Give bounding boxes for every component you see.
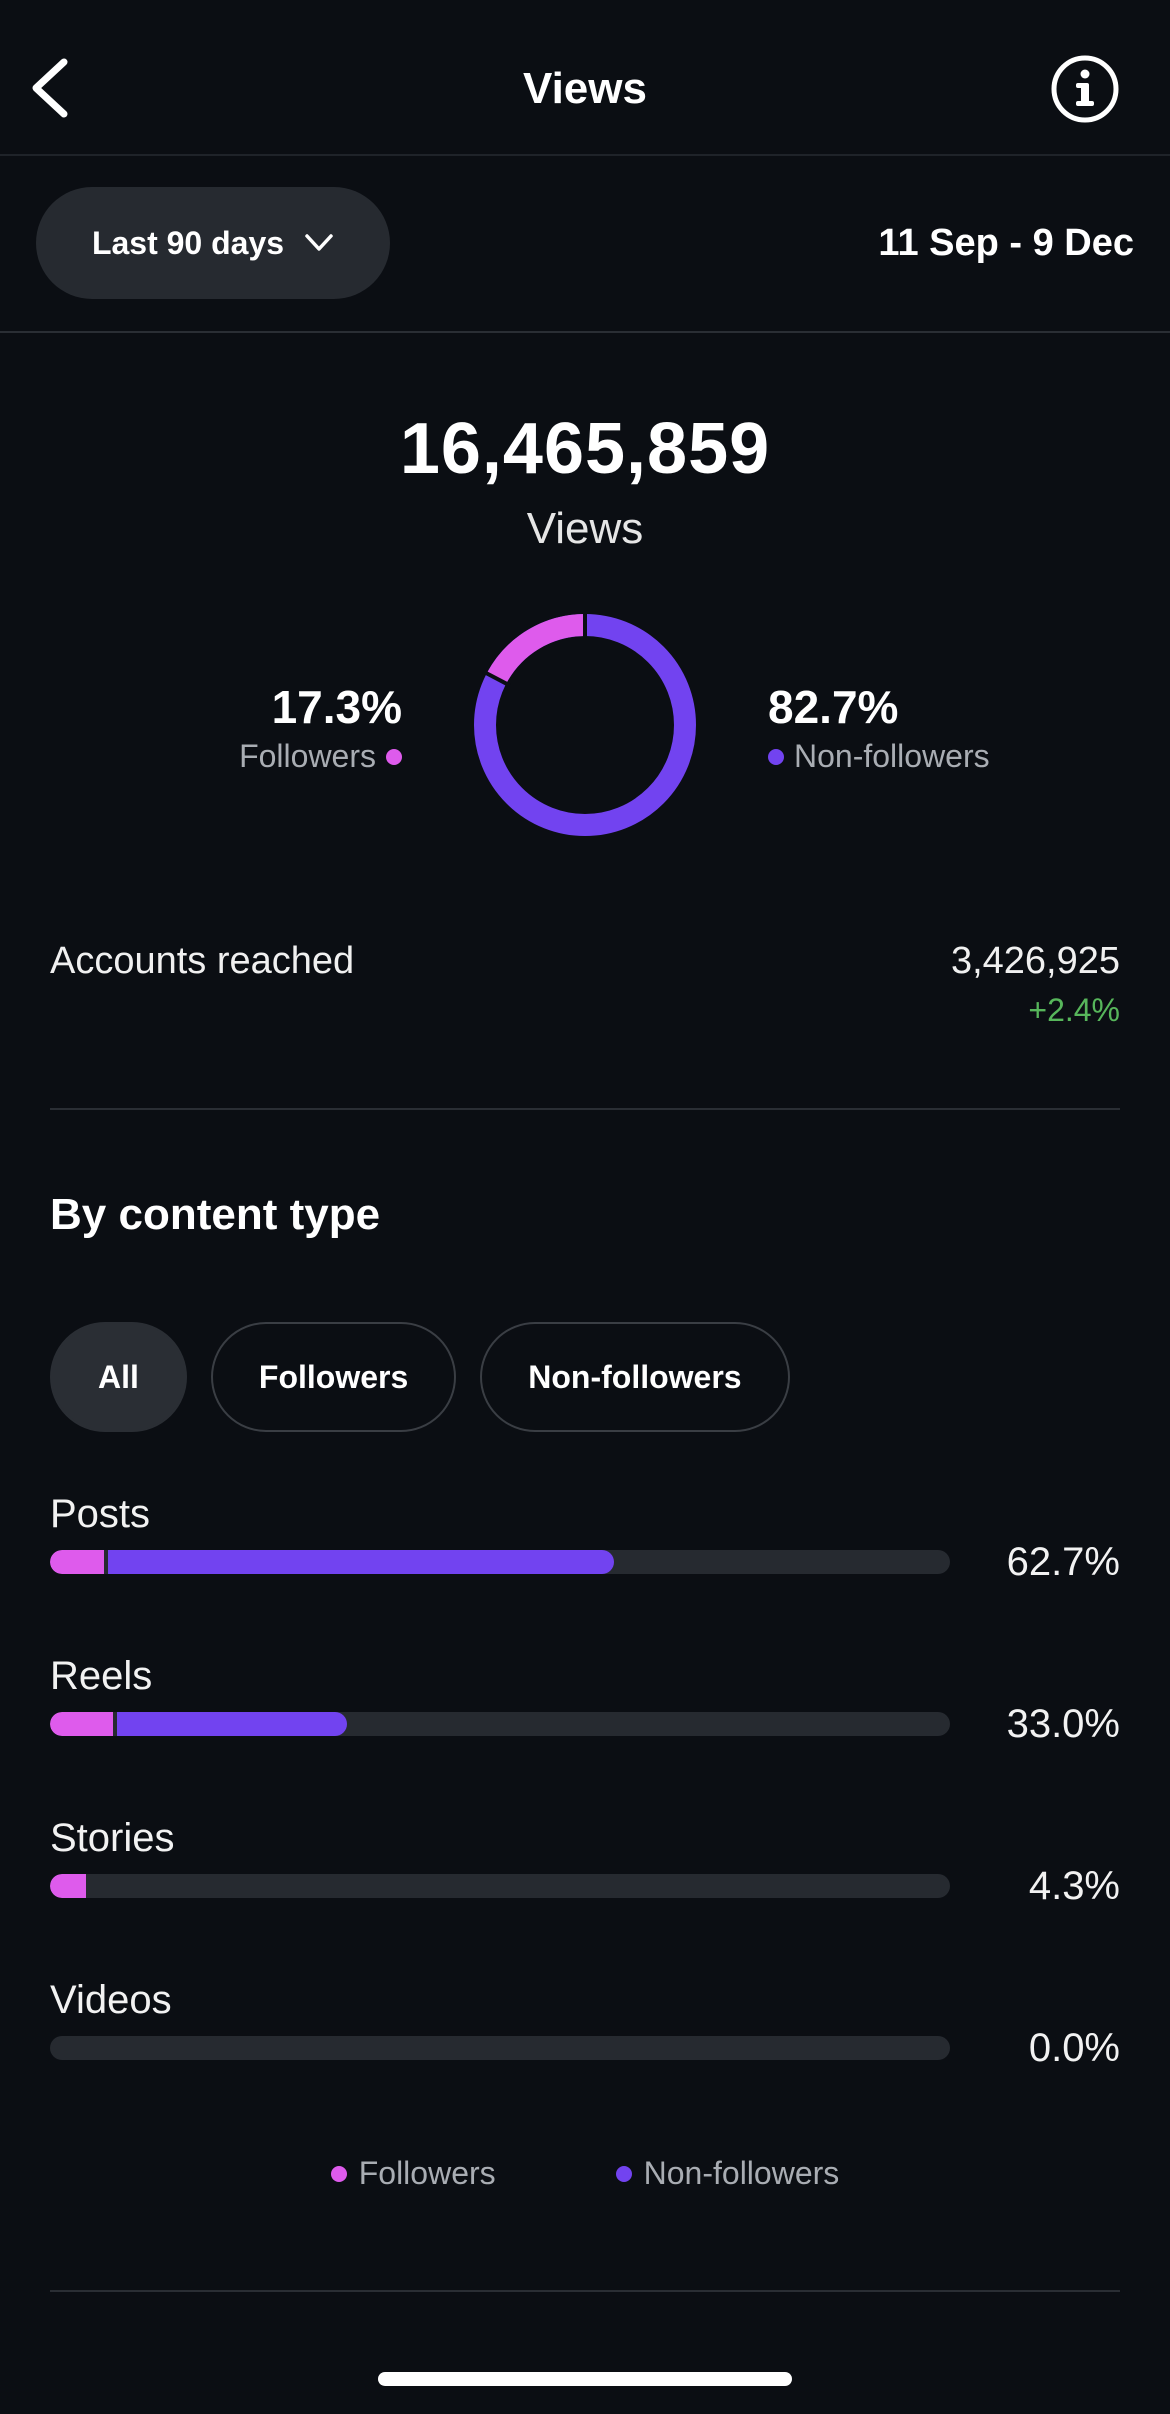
accounts-reached-value: 3,426,925 [950,940,1120,982]
total-views-value: 16,465,859 [399,409,771,489]
bar-track [50,1550,950,1574]
filter-chip-all[interactable]: All [50,1322,187,1432]
bar-label: Videos [50,1978,172,2022]
date-range-dropdown[interactable]: Last 90 days [36,187,390,299]
header-bar: Views [0,0,1170,156]
bar-segment-followers [50,1712,113,1736]
bar-label: Reels [50,1654,153,1698]
accounts-reached-change: +2.4% [1028,992,1120,1028]
chart-legend: Followers Non-followers [0,2155,1170,2192]
back-button[interactable] [20,52,80,124]
info-icon [1051,55,1119,123]
bar-value: 62.7% [1006,1540,1120,1584]
bar-track [50,1874,950,1898]
bar-reels: Reels 33.0% [50,1654,1120,1764]
followers-dot-icon [330,2165,347,2182]
bar-videos: Videos 0.0% [50,1978,1120,2088]
legend-label: Followers [358,2155,496,2191]
followers-label-row: Followers [239,738,402,775]
legend-item-followers: Followers [330,2155,496,2192]
nonfollowers-label-row: Non-followers [768,738,990,775]
accounts-reached-label: Accounts reached [50,940,355,982]
followers-dot-icon [386,748,402,765]
date-range-row: Last 90 days 11 Sep - 9 Dec [0,156,1170,333]
filter-chip-followers[interactable]: Followers [210,1322,457,1432]
followers-donut-chart [474,610,696,836]
nonfollowers-share: 82.7% Non-followers [768,680,990,775]
bar-track [50,2036,950,2060]
chevron-down-icon [305,234,333,251]
donut-gap-split [482,669,511,688]
nonfollowers-pct: 82.7% [768,681,899,733]
info-button[interactable] [1050,54,1120,124]
followers-share: 17.3% Followers [239,680,402,775]
bar-value: 33.0% [1006,1702,1120,1746]
content-filter-chips: All Followers Non-followers [50,1322,790,1432]
followers-label: Followers [239,738,376,774]
page-title: Views [523,64,647,113]
bar-segment-followers [50,1550,104,1574]
bar-segment-nonfollowers [108,1550,614,1574]
bar-segment-followers [50,1874,86,1898]
bar-stories: Stories 4.3% [50,1816,1120,1926]
date-range-selected: Last 90 days [91,224,285,261]
legend-label: Non-followers [643,2155,840,2191]
nonfollowers-dot-icon [768,748,784,765]
bar-segment-nonfollowers [117,1712,347,1736]
date-range-text: 11 Sep - 9 Dec [878,222,1134,264]
section-title: By content type [50,1190,381,1239]
total-views-label: Views [526,504,644,553]
nonfollowers-label: Non-followers [794,738,990,774]
followers-pct: 17.3% [271,681,402,733]
bar-posts: Posts 62.7% [50,1492,1120,1602]
bar-value: 0.0% [1028,2026,1120,2070]
bar-label: Posts [50,1492,151,1536]
nonfollowers-dot-icon [615,2165,632,2182]
donut-followers-arc [474,614,696,836]
divider [50,2290,1120,2292]
bar-label: Stories [50,1816,175,1860]
accounts-reached-row[interactable]: Accounts reached 3,426,925 +2.4% [50,940,1120,1110]
bar-value: 4.3% [1028,1864,1120,1908]
filter-chip-nonfollowers[interactable]: Non-followers [480,1322,790,1432]
bar-track [50,1712,950,1736]
home-indicator[interactable] [378,2372,792,2386]
legend-item-nonfollowers: Non-followers [615,2155,840,2192]
chevron-left-icon [32,58,68,118]
